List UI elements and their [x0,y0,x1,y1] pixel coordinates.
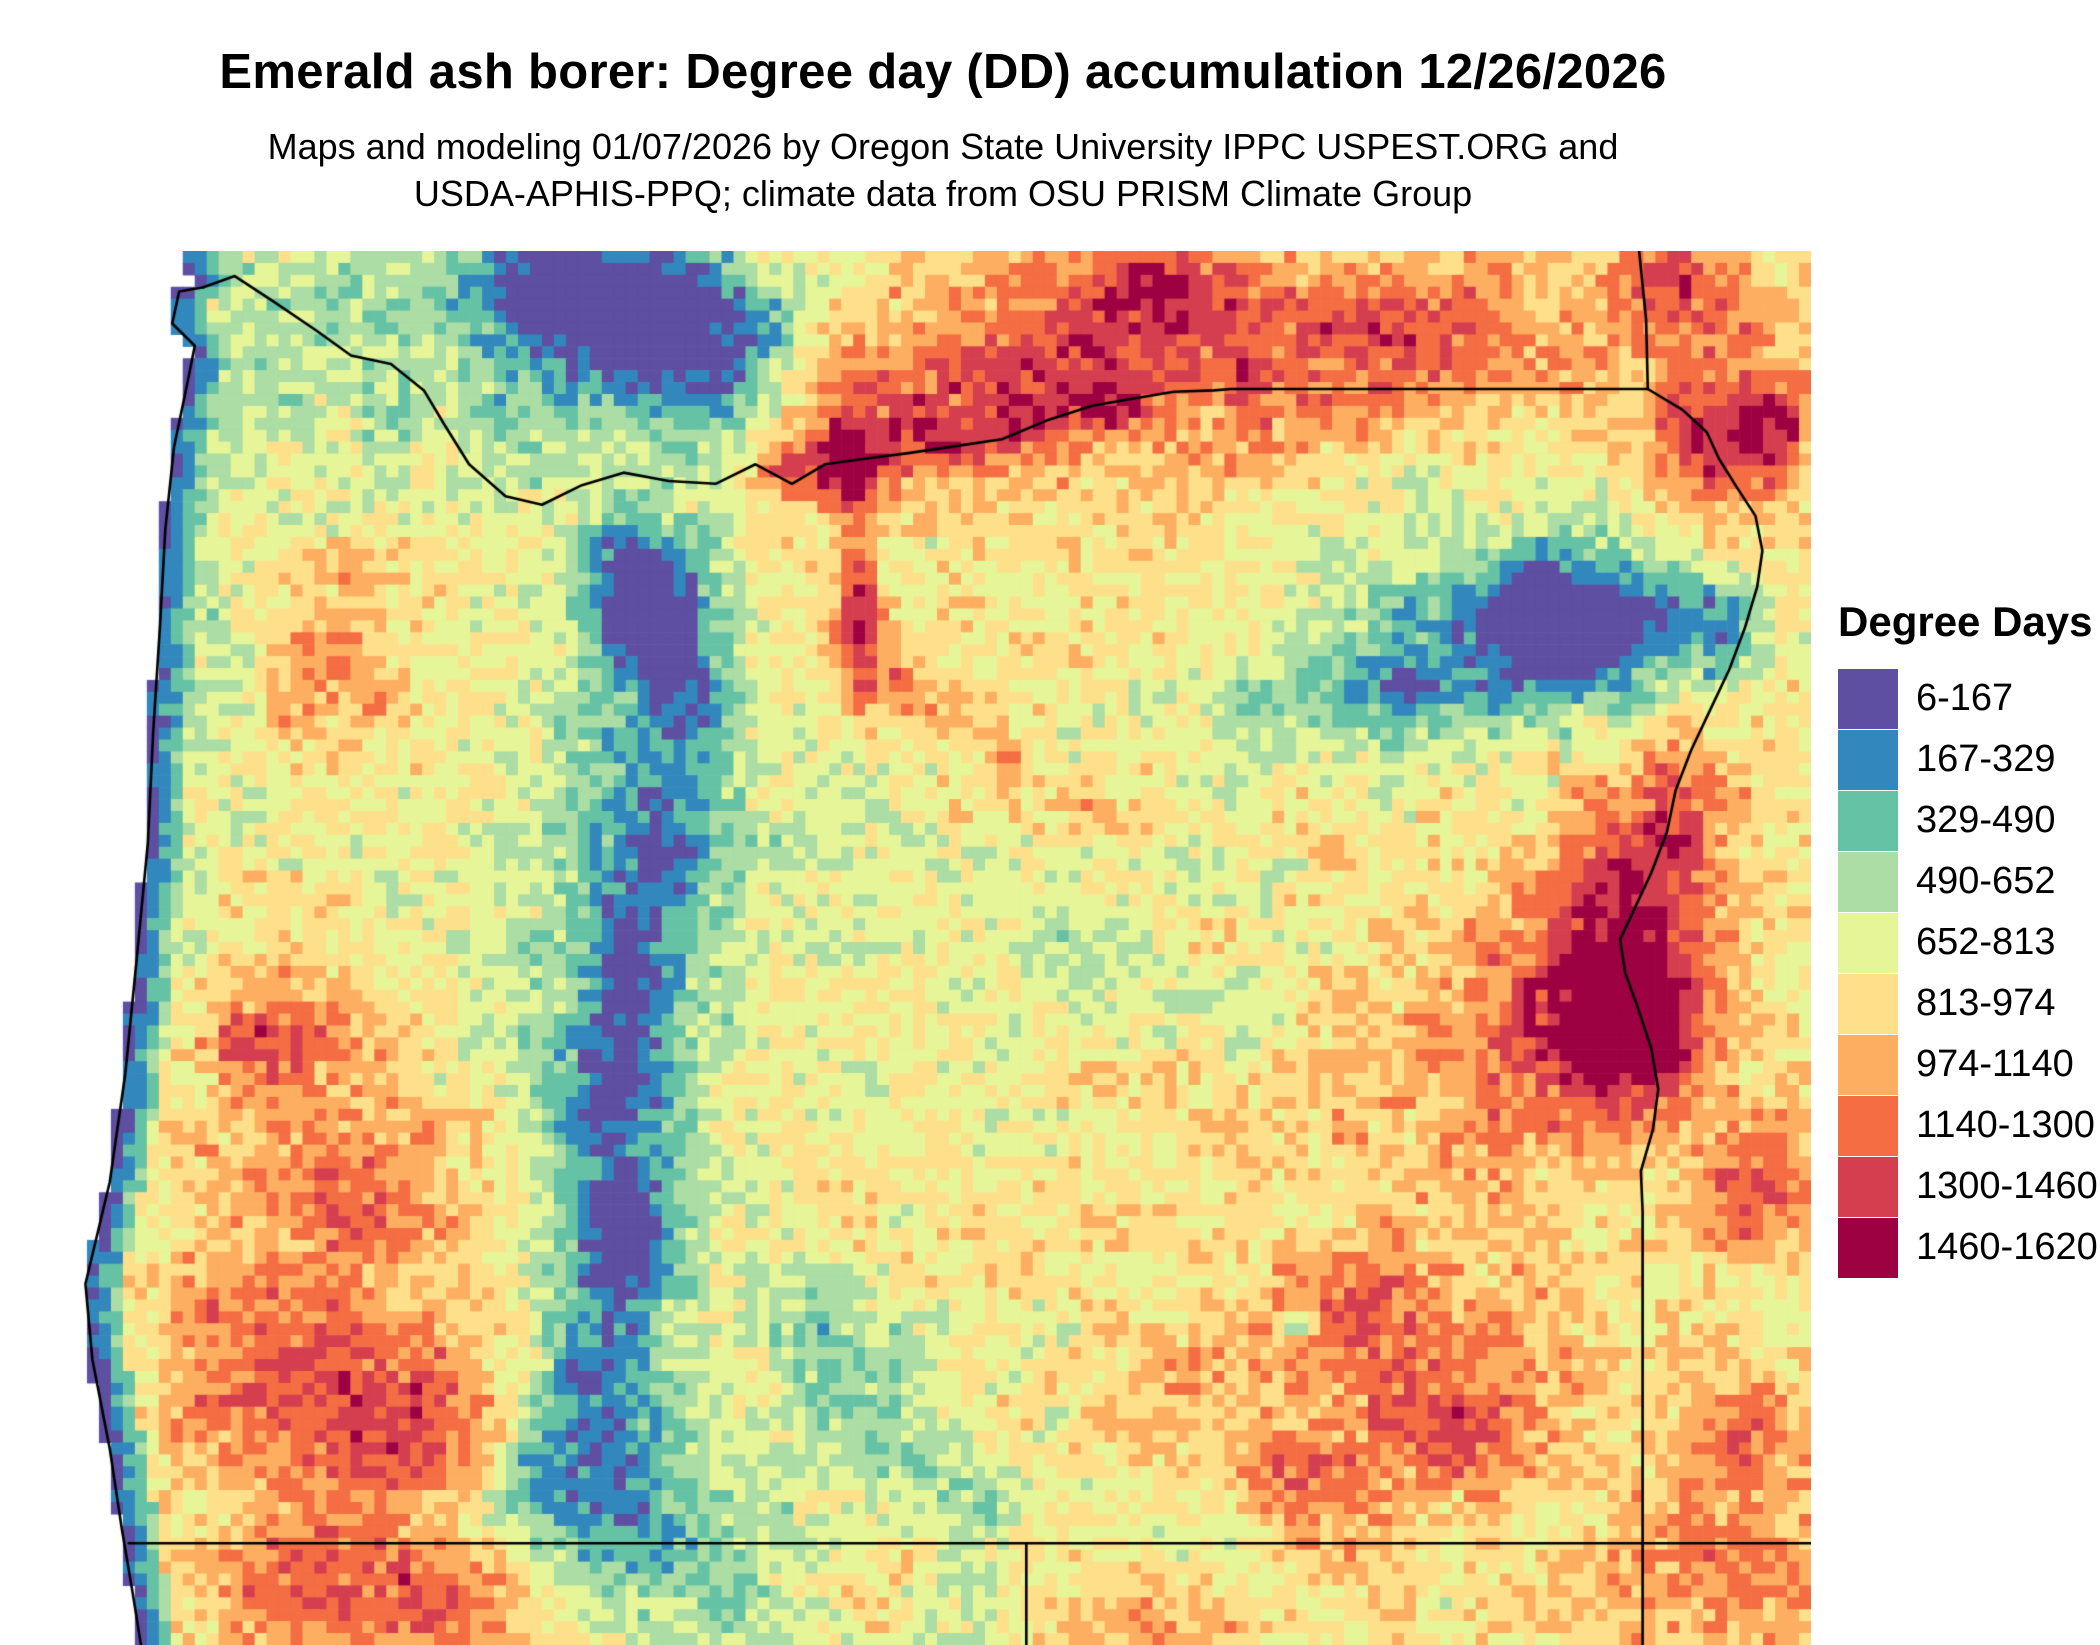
header: Emerald ash borer: Degree day (DD) accum… [75,44,1811,218]
legend-label: 329-490 [1916,799,2056,841]
legend-item: 490-652 [1838,851,2100,912]
legend-item: 813-974 [1838,973,2100,1034]
legend-item: 652-813 [1838,912,2100,973]
legend-label: 1460-1620 [1916,1226,2098,1268]
legend-list: 6-167 167-329 329-490 490-652 652-813 813-974… [1838,668,2100,1278]
legend-swatch [1838,912,1898,973]
subtitle-line-1: Maps and modeling 01/07/2026 by Oregon S… [267,126,1619,167]
degree-day-map [75,251,1811,1645]
legend-label: 974-1140 [1916,1043,2074,1085]
legend-label: 652-813 [1916,921,2056,963]
degree-day-map-canvas [75,251,1811,1645]
legend-swatch [1838,729,1898,790]
legend-label: 6-167 [1916,677,2014,719]
legend-label: 167-329 [1916,738,2056,780]
legend-swatch [1838,668,1898,729]
legend-item: 167-329 [1838,729,2100,790]
legend-label: 1140-1300 [1916,1104,2095,1146]
subtitle-line-2: USDA-APHIS-PPQ; climate data from OSU PR… [413,172,1473,214]
page-title: Emerald ash borer: Degree day (DD) accum… [219,45,1667,99]
legend-swatch [1838,973,1898,1034]
legend-swatch [1838,1156,1898,1217]
legend-swatch [1838,1217,1898,1278]
legend-swatch [1838,790,1898,851]
legend-item: 1140-1300 [1838,1095,2100,1156]
legend-swatch [1838,851,1898,912]
legend-item: 329-490 [1838,790,2100,851]
legend-swatch [1838,1095,1898,1156]
legend: Degree Days 6-167 167-329 329-490 490-652 65… [1838,598,2100,1278]
legend-item: 1300-1460 [1838,1156,2100,1217]
legend-item: 974-1140 [1838,1034,2100,1095]
subtitle: Maps and modeling 01/07/2026 by Oregon S… [75,124,1811,218]
legend-swatch [1838,1034,1898,1095]
legend-item: 1460-1620 [1838,1217,2100,1278]
legend-item: 6-167 [1838,668,2100,729]
legend-label: 490-652 [1916,860,2056,902]
legend-label: 813-974 [1916,982,2056,1024]
legend-title: Degree Days [1838,598,2093,645]
legend-label: 1300-1460 [1916,1165,2098,1207]
